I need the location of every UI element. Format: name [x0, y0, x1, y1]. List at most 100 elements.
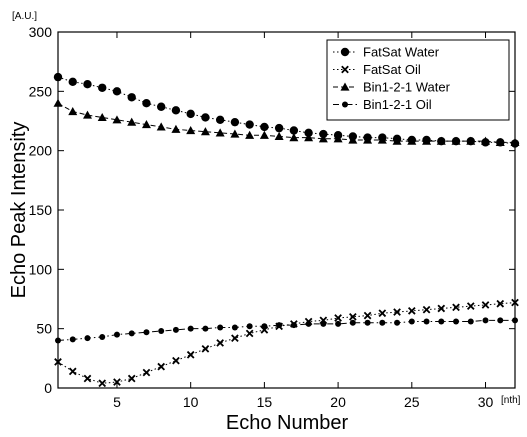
legend-entry: FatSat Oil [333, 62, 421, 77]
legend-label: FatSat Water [363, 45, 440, 60]
y-tick-label: 300 [29, 24, 53, 40]
data-point [305, 320, 312, 327]
data-point [510, 137, 520, 146]
data-point [186, 350, 195, 359]
y-tick-label: 100 [29, 261, 53, 277]
data-point [217, 324, 224, 331]
data-point [186, 125, 196, 135]
x-tick-label: 10 [183, 394, 199, 410]
legend-marker [341, 65, 349, 74]
data-point [172, 356, 180, 365]
data-point [53, 72, 63, 82]
data-point [335, 320, 342, 327]
data-point [143, 329, 150, 336]
y-tick-label: 50 [36, 321, 52, 337]
data-point [98, 379, 107, 388]
data-point [83, 374, 92, 383]
legend-box [326, 39, 510, 121]
legend-entry: FatSat Water [333, 45, 440, 60]
data-point [113, 331, 120, 338]
data-point [230, 117, 240, 127]
data-point [334, 314, 342, 322]
data-point [172, 326, 179, 333]
data-point [408, 318, 415, 325]
data-point [394, 319, 401, 326]
y-axis-ticks: 0 50 100 150 200 250 300 [29, 24, 515, 396]
data-point [201, 345, 210, 353]
data-point [245, 130, 255, 139]
data-point [53, 98, 63, 107]
data-point [407, 136, 417, 145]
data-point [201, 113, 210, 122]
legend: FatSat Water FatSat Oil Bin1-2-1 Water Bin1… [326, 39, 510, 121]
data-point [437, 304, 446, 313]
data-point [142, 368, 151, 377]
data-point [112, 115, 122, 124]
legend-marker [340, 82, 350, 91]
data-point [379, 319, 386, 326]
data-point [466, 136, 476, 145]
x-tick-label: 30 [478, 394, 494, 410]
x-axis-title: Echo Number [226, 412, 349, 434]
data-point [187, 325, 194, 332]
data-point [466, 302, 475, 310]
legend-label: Bin1-2-1 Water [363, 80, 451, 95]
legend-entry: Bin1-2-1 Water [333, 80, 451, 95]
data-point [364, 319, 371, 326]
y-tick-label: 250 [29, 83, 53, 99]
y-axis-title: Echo Peak Intensity [8, 122, 30, 299]
data-point [231, 334, 239, 342]
data-point [245, 120, 254, 129]
data-point [274, 131, 284, 141]
data-point [157, 362, 166, 371]
data-point [289, 133, 299, 142]
y-tick-label: 150 [29, 202, 53, 218]
x-unit-label: [nth] [501, 395, 521, 406]
data-point [438, 318, 445, 325]
data-point [304, 133, 314, 142]
data-point [318, 134, 328, 143]
data-point [423, 318, 430, 325]
legend-entry: Bin1-2-1 Oil [333, 97, 432, 112]
series-layer [53, 72, 520, 388]
data-point [482, 317, 489, 324]
legend-label: Bin1-2-1 Oil [363, 97, 432, 112]
data-point [245, 329, 254, 338]
data-point [82, 110, 92, 119]
data-point [68, 107, 78, 116]
data-point [215, 128, 225, 137]
data-point [171, 124, 181, 133]
series-4 [55, 317, 518, 344]
legend-marker [342, 101, 348, 108]
data-point [84, 335, 91, 342]
data-point [97, 112, 107, 122]
data-point [259, 130, 269, 139]
y-tick-label: 0 [44, 380, 52, 396]
data-point [68, 77, 77, 87]
data-point [200, 127, 210, 136]
legend-marker [340, 47, 350, 57]
data-point [422, 305, 431, 314]
x-tick-label: 25 [404, 394, 420, 410]
data-point [127, 117, 137, 126]
data-point [363, 135, 373, 144]
series-line [57, 302, 516, 384]
data-point [393, 308, 401, 316]
series-3 [53, 98, 520, 146]
data-point [156, 102, 166, 111]
data-point [55, 337, 61, 344]
data-point [230, 129, 240, 138]
data-point [349, 319, 356, 326]
data-point [481, 301, 490, 309]
data-point [99, 333, 106, 340]
data-point [422, 136, 432, 145]
data-point [231, 324, 238, 331]
data-point [141, 120, 151, 129]
data-point [261, 323, 268, 330]
data-point [512, 317, 518, 324]
data-point [127, 93, 136, 102]
data-point [274, 123, 284, 133]
data-point [333, 134, 343, 143]
data-point [377, 135, 387, 144]
